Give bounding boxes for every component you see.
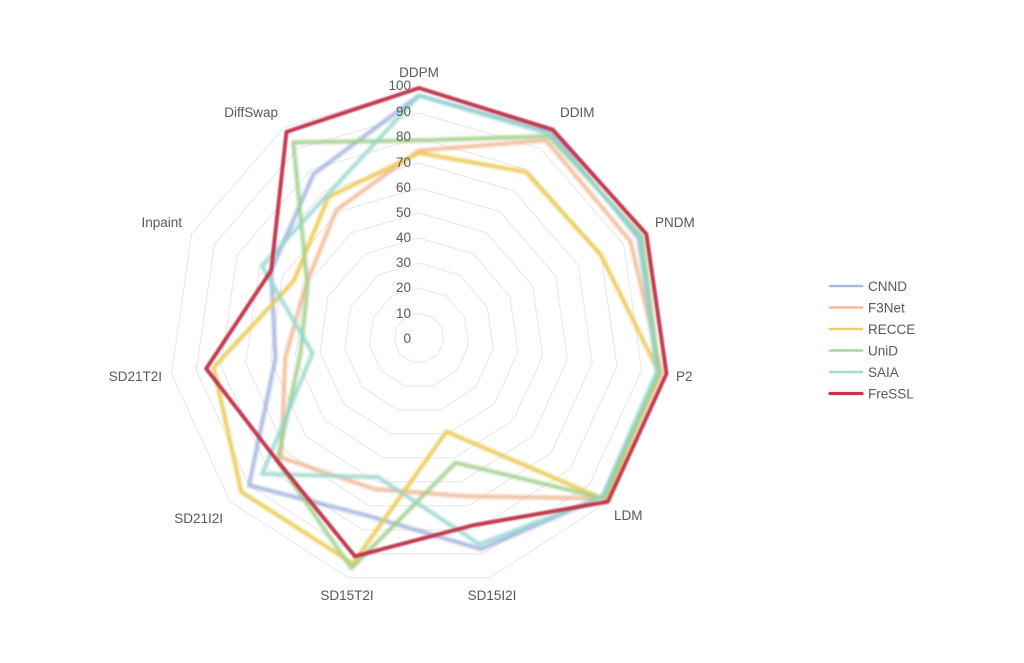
svg-text:SD21T2I: SD21T2I bbox=[109, 369, 162, 384]
svg-text:60: 60 bbox=[396, 180, 411, 195]
svg-text:80: 80 bbox=[396, 129, 411, 144]
svg-text:P2: P2 bbox=[676, 369, 693, 384]
svg-text:20: 20 bbox=[396, 280, 411, 295]
svg-text:SD15I2I: SD15I2I bbox=[468, 588, 517, 603]
svg-text:DDPM: DDPM bbox=[399, 65, 439, 80]
svg-text:SD21I2I: SD21I2I bbox=[174, 511, 223, 526]
svg-text:DDIM: DDIM bbox=[560, 105, 595, 120]
svg-text:0: 0 bbox=[403, 331, 411, 346]
svg-text:10: 10 bbox=[396, 306, 411, 321]
svg-text:RECCE: RECCE bbox=[868, 322, 915, 337]
svg-text:LDM: LDM bbox=[614, 508, 643, 523]
svg-text:UniD: UniD bbox=[868, 344, 898, 359]
svg-text:Inpaint: Inpaint bbox=[141, 215, 182, 230]
svg-text:90: 90 bbox=[396, 104, 411, 119]
svg-text:70: 70 bbox=[396, 155, 411, 170]
svg-text:40: 40 bbox=[396, 230, 411, 245]
svg-text:30: 30 bbox=[396, 255, 411, 270]
svg-text:CNND: CNND bbox=[868, 279, 907, 294]
svg-text:FreSSL: FreSSL bbox=[868, 387, 914, 402]
svg-text:50: 50 bbox=[396, 205, 411, 220]
svg-text:100: 100 bbox=[388, 78, 411, 93]
svg-text:PNDM: PNDM bbox=[655, 215, 695, 230]
svg-text:SAIA: SAIA bbox=[868, 365, 899, 380]
svg-text:F3Net: F3Net bbox=[868, 301, 905, 316]
svg-text:DiffSwap: DiffSwap bbox=[224, 105, 278, 120]
svg-text:SD15T2I: SD15T2I bbox=[320, 588, 373, 603]
